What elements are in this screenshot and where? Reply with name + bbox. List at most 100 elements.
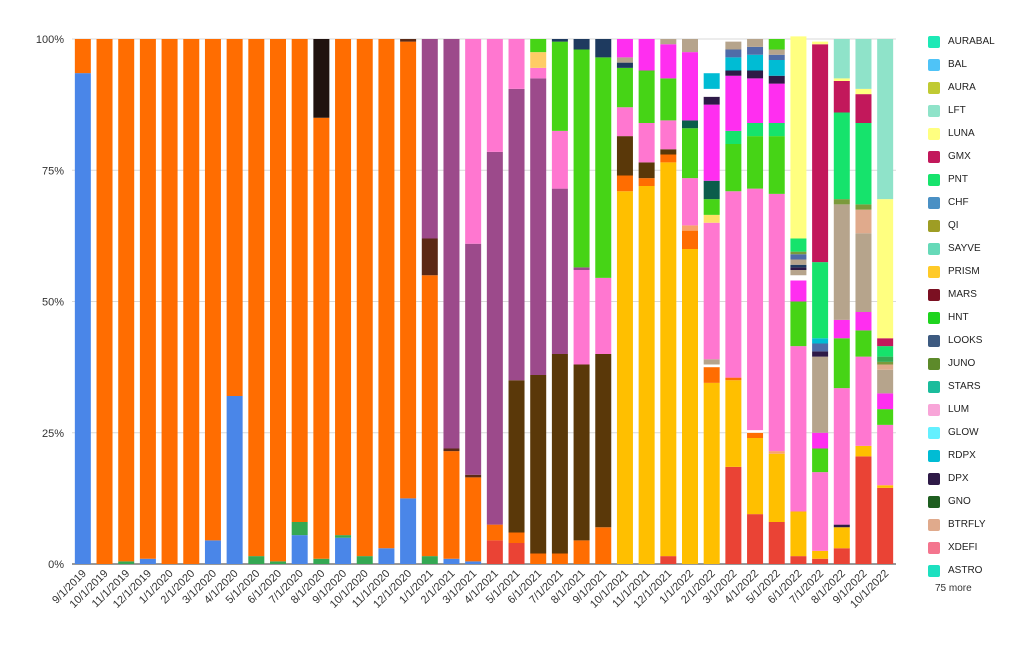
bar-segment[interactable]: [595, 39, 612, 58]
bar-segment[interactable]: [226, 396, 243, 564]
bar-segment[interactable]: [660, 78, 677, 121]
bar-segment[interactable]: [812, 356, 829, 433]
bar-segment[interactable]: [270, 561, 286, 564]
bar-segment[interactable]: [790, 270, 807, 276]
bar-segment[interactable]: [855, 356, 872, 446]
bar-segment[interactable]: [768, 136, 785, 194]
bar-segment[interactable]: [465, 39, 482, 244]
bar-segment[interactable]: [747, 54, 764, 71]
bar-segment[interactable]: [833, 527, 850, 549]
bar-segment[interactable]: [747, 39, 764, 47]
bar-stack[interactable]: [248, 39, 265, 564]
bar-segment[interactable]: [508, 532, 525, 544]
legend-item[interactable]: LUNA: [928, 122, 1033, 145]
bar-segment[interactable]: [616, 39, 633, 58]
bar-segment[interactable]: [703, 88, 720, 97]
bar-segment[interactable]: [508, 39, 525, 89]
bar-segment[interactable]: [616, 62, 633, 68]
bar-segment[interactable]: [248, 556, 265, 564]
bar-segment[interactable]: [682, 225, 698, 231]
bar-segment[interactable]: [747, 78, 764, 123]
bar-segment[interactable]: [833, 204, 850, 320]
bar-segment[interactable]: [877, 424, 894, 486]
bar-stack[interactable]: [183, 39, 200, 564]
legend-item[interactable]: HNT: [928, 306, 1033, 329]
bar-stack[interactable]: [356, 39, 373, 564]
bar-segment[interactable]: [204, 39, 221, 541]
bar-segment[interactable]: [335, 39, 352, 536]
bar-stack[interactable]: [747, 39, 764, 564]
bar-stack[interactable]: [226, 39, 243, 564]
bar-segment[interactable]: [877, 338, 894, 347]
bar-stack[interactable]: [833, 39, 850, 564]
bar-stack[interactable]: [725, 41, 742, 564]
bar-segment[interactable]: [833, 548, 850, 564]
bar-stack[interactable]: [790, 36, 807, 564]
bar-segment[interactable]: [616, 57, 633, 63]
bar-segment[interactable]: [551, 41, 568, 131]
bar-stack[interactable]: [855, 39, 872, 564]
bar-segment[interactable]: [573, 540, 590, 564]
bar-segment[interactable]: [790, 556, 807, 564]
bar-segment[interactable]: [486, 39, 503, 152]
bar-segment[interactable]: [703, 180, 720, 200]
legend-item[interactable]: BAL: [928, 53, 1033, 76]
bar-stack[interactable]: [768, 39, 785, 564]
bar-segment[interactable]: [855, 39, 872, 89]
bar-segment[interactable]: [96, 39, 113, 564]
bar-segment[interactable]: [877, 361, 894, 365]
bar-segment[interactable]: [747, 46, 764, 55]
bar-segment[interactable]: [812, 351, 829, 357]
bar-segment[interactable]: [595, 527, 612, 564]
bar-segment[interactable]: [616, 67, 633, 108]
bar-stack[interactable]: [139, 39, 156, 564]
bar-segment[interactable]: [616, 107, 633, 137]
bar-segment[interactable]: [877, 346, 894, 357]
bar-segment[interactable]: [530, 52, 547, 68]
bar-segment[interactable]: [855, 88, 872, 95]
bar-segment[interactable]: [725, 191, 742, 378]
bar-segment[interactable]: [204, 540, 221, 564]
bar-segment[interactable]: [725, 380, 742, 467]
bar-segment[interactable]: [400, 39, 417, 42]
bar-stack[interactable]: [486, 39, 503, 564]
bar-segment[interactable]: [638, 178, 655, 186]
bar-segment[interactable]: [682, 249, 698, 564]
bar-segment[interactable]: [486, 151, 503, 525]
bar-segment[interactable]: [595, 277, 612, 354]
bar-segment[interactable]: [573, 364, 590, 541]
bar-segment[interactable]: [812, 448, 829, 473]
legend-item[interactable]: JUNO: [928, 352, 1033, 375]
bar-segment[interactable]: [660, 154, 677, 163]
bar-segment[interactable]: [768, 54, 785, 60]
bar-segment[interactable]: [833, 78, 850, 81]
bar-segment[interactable]: [139, 39, 156, 559]
bar-segment[interactable]: [638, 39, 655, 71]
bar-segment[interactable]: [812, 338, 829, 344]
bar-segment[interactable]: [421, 556, 438, 564]
bar-segment[interactable]: [682, 39, 698, 53]
bar-segment[interactable]: [443, 39, 460, 449]
bar-segment[interactable]: [530, 78, 547, 375]
bar-segment[interactable]: [790, 275, 807, 281]
bar-segment[interactable]: [638, 123, 655, 163]
bar-segment[interactable]: [530, 375, 547, 554]
legend-item[interactable]: LFT: [928, 99, 1033, 122]
bar-segment[interactable]: [833, 388, 850, 525]
bar-stack[interactable]: [551, 39, 568, 564]
bar-segment[interactable]: [812, 550, 829, 559]
bar-segment[interactable]: [747, 123, 764, 137]
bar-segment[interactable]: [660, 162, 677, 557]
bar-segment[interactable]: [703, 364, 720, 368]
bar-segment[interactable]: [812, 44, 829, 263]
bar-segment[interactable]: [486, 524, 503, 541]
bar-stack[interactable]: [204, 39, 221, 564]
bar-stack[interactable]: [421, 39, 438, 564]
bar-segment[interactable]: [790, 280, 807, 302]
legend-item[interactable]: GNO: [928, 490, 1033, 513]
legend-item[interactable]: ASTRO: [928, 559, 1033, 582]
bar-stack[interactable]: [74, 39, 91, 564]
bar-segment[interactable]: [378, 548, 395, 564]
bar-segment[interactable]: [313, 117, 330, 559]
bar-stack[interactable]: [812, 41, 829, 564]
